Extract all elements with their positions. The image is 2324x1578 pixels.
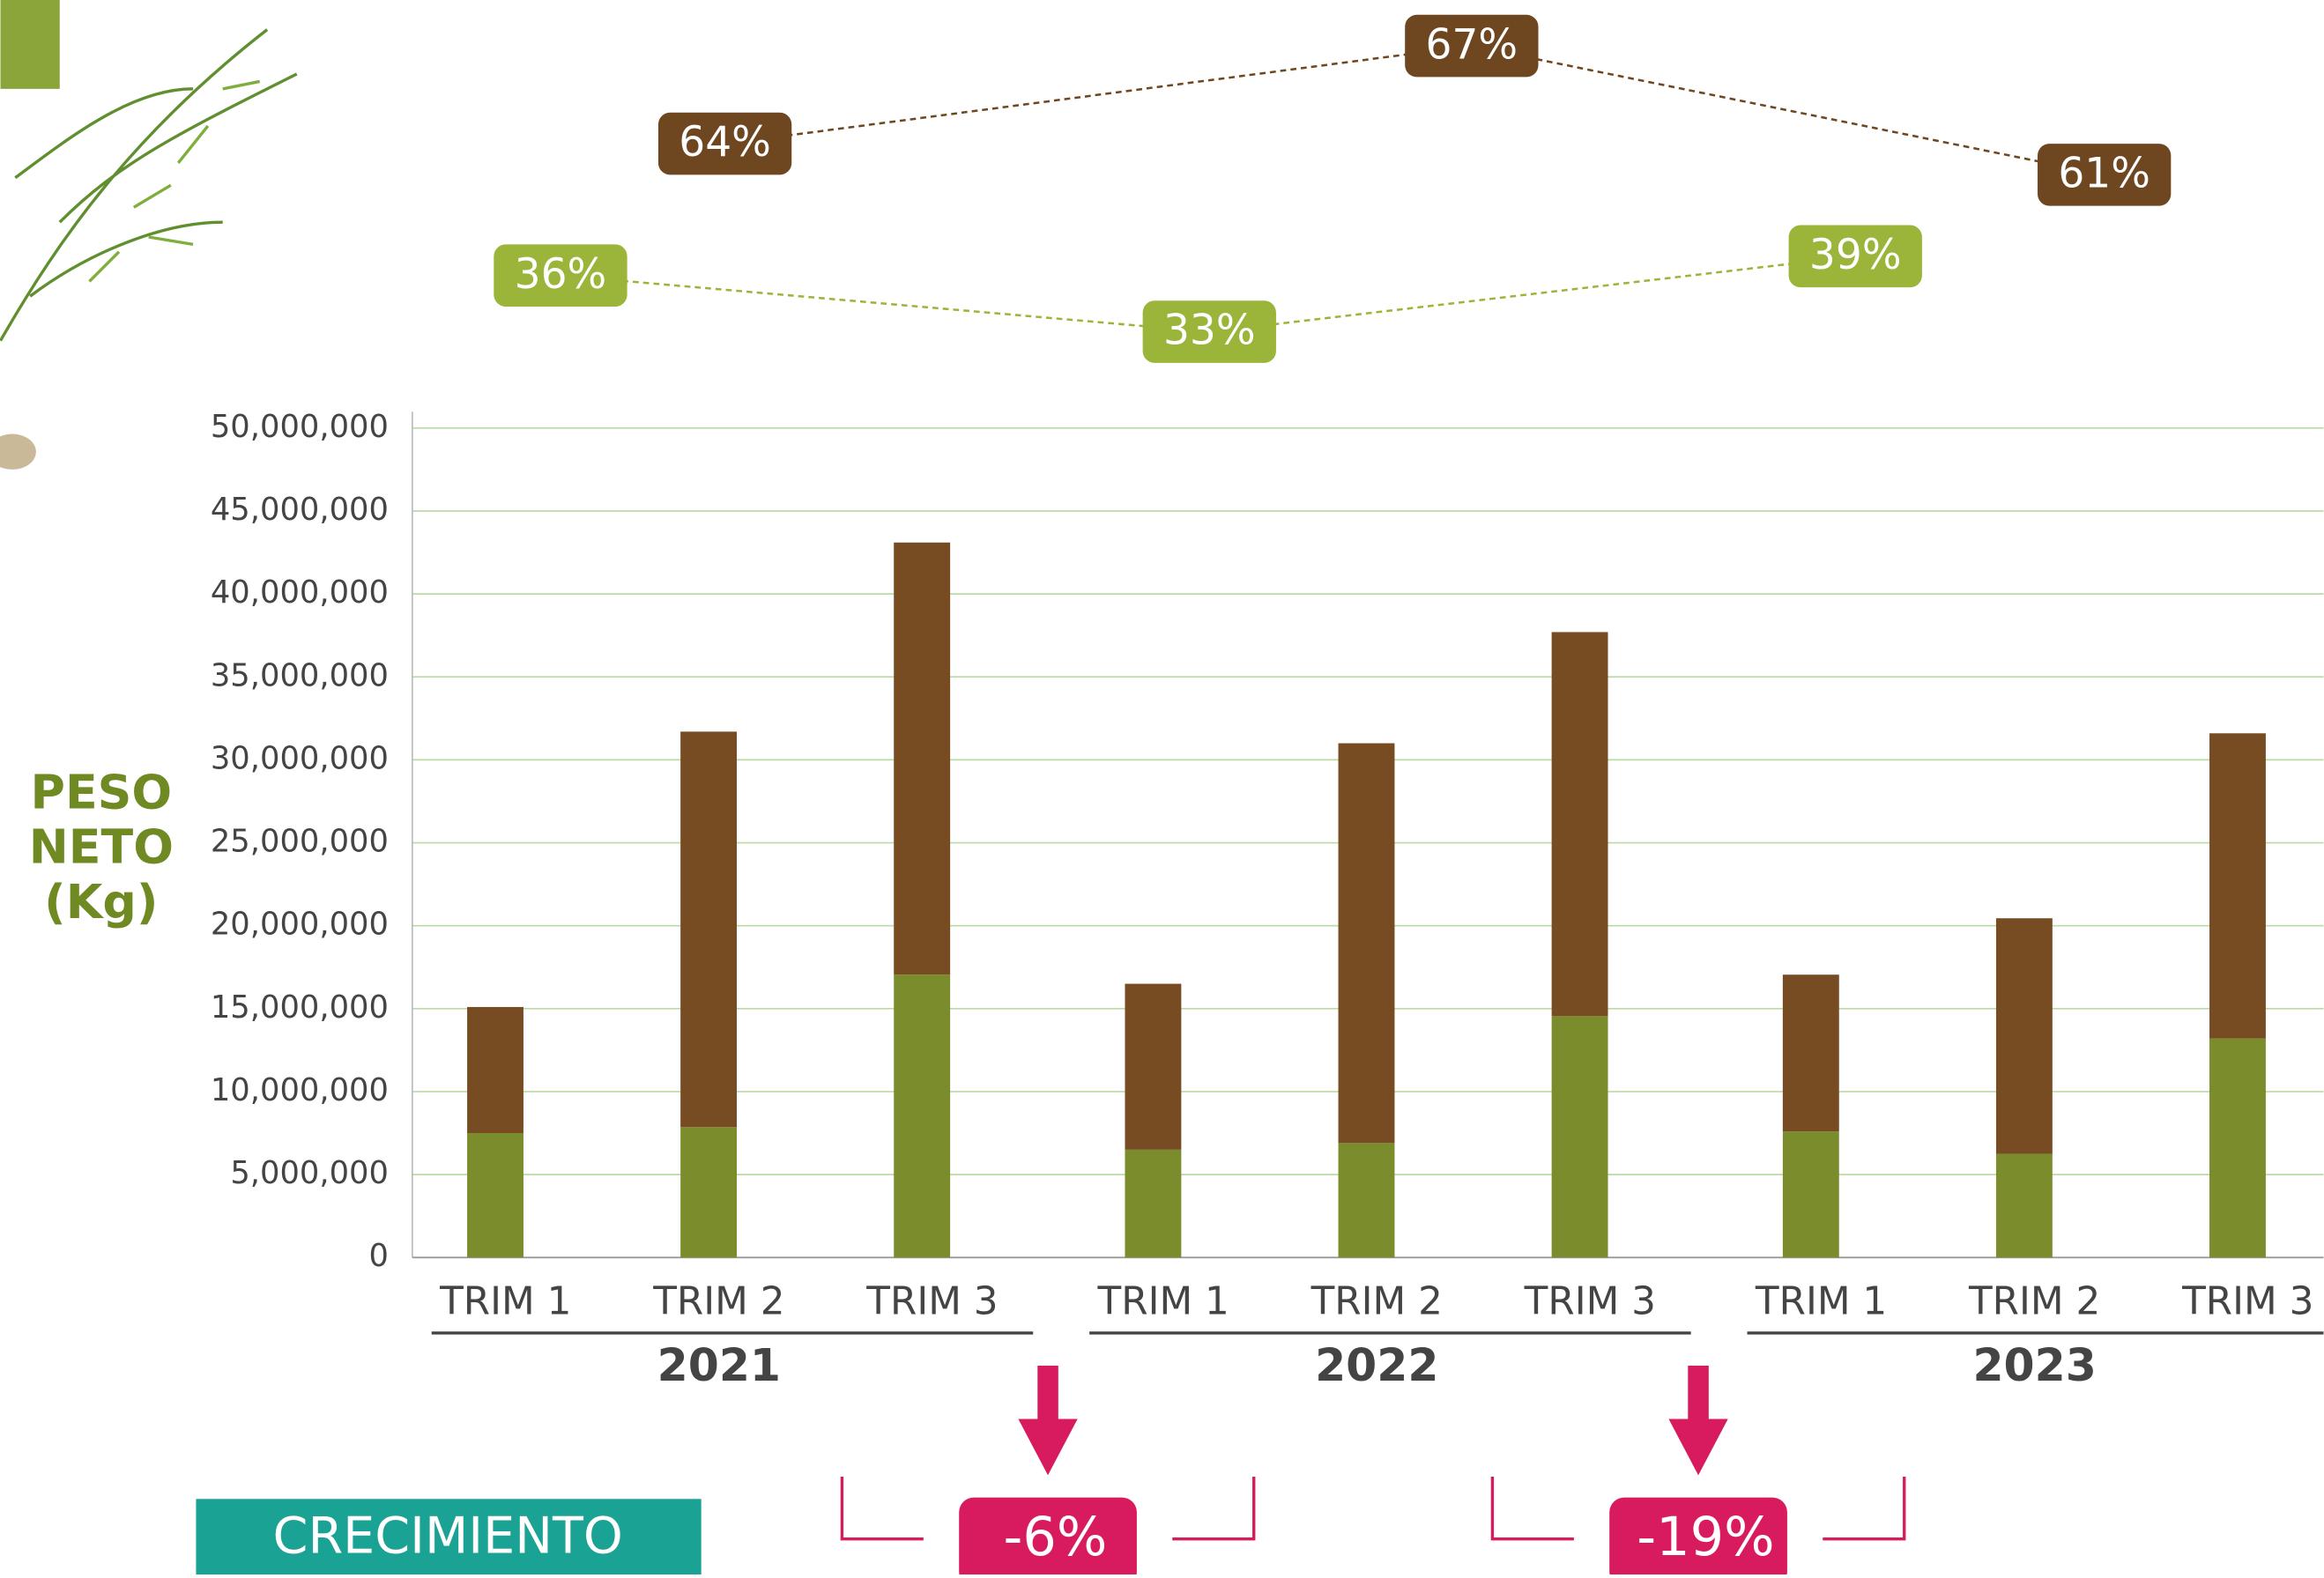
year-label: 2022 xyxy=(1315,1339,1438,1391)
year-label: 2021 xyxy=(657,1339,781,1391)
share-label: 64% xyxy=(679,118,771,167)
x-tick-label: TRIM 3 xyxy=(2181,1278,2313,1323)
bar-segment xyxy=(1338,1143,1395,1258)
bar-segment xyxy=(894,974,951,1258)
share-badge xyxy=(2038,144,2172,206)
y-axis-label: NETO xyxy=(29,819,174,875)
y-tick-label: 50,000,000 xyxy=(211,409,389,445)
x-tick-label: TRIM 1 xyxy=(1097,1278,1229,1323)
bar-segment xyxy=(2209,733,2266,1039)
y-tick-label: 20,000,000 xyxy=(211,907,389,943)
growth-arrow xyxy=(1668,1365,1728,1476)
bar-segment xyxy=(1125,983,1182,1150)
y-axis-label: (Kg) xyxy=(44,874,158,930)
x-tick-label: TRIM 3 xyxy=(1524,1278,1656,1323)
plant-decoration xyxy=(0,0,298,470)
bar-segment xyxy=(2209,1038,2266,1258)
y-tick-label: 0 xyxy=(369,1238,389,1274)
bar-segment xyxy=(1782,1131,1839,1258)
share-badge xyxy=(1788,225,1922,288)
share-label: 36% xyxy=(515,250,607,299)
share-label: 67% xyxy=(1426,20,1518,69)
x-tick-label: TRIM 2 xyxy=(1310,1278,1443,1323)
growth-label: CRECIMIENTO xyxy=(273,1507,623,1565)
share-label: 33% xyxy=(1163,307,1256,355)
bar-segment xyxy=(467,1006,523,1134)
growth-bracket xyxy=(1490,1477,1906,1541)
growth-badge xyxy=(1609,1497,1787,1578)
bar-segment xyxy=(1782,974,1839,1132)
bar-segment xyxy=(1551,632,1608,1017)
year-label: 2023 xyxy=(1972,1339,2096,1391)
growth-arrow xyxy=(1018,1365,1078,1476)
bar-segment xyxy=(1125,1149,1182,1258)
share-badge xyxy=(1405,14,1539,78)
share-badge xyxy=(494,244,627,307)
y-axis-label: PESO xyxy=(31,764,173,819)
growth-value: -6% xyxy=(1004,1507,1108,1568)
share-badge xyxy=(657,112,792,175)
bar-segment xyxy=(1338,743,1395,1144)
y-tick-label: 35,000,000 xyxy=(211,657,389,693)
x-tick-label: TRIM 1 xyxy=(1755,1278,1887,1323)
y-tick-label: 30,000,000 xyxy=(211,740,389,776)
y-tick-label: 40,000,000 xyxy=(211,574,389,611)
growth-bracket xyxy=(840,1477,1256,1541)
share-connector xyxy=(724,44,2105,176)
growth-badge xyxy=(959,1497,1137,1578)
x-tick-label: TRIM 3 xyxy=(865,1278,998,1323)
x-tick-label: TRIM 1 xyxy=(439,1278,571,1323)
bar-segment xyxy=(1995,1153,2053,1258)
bar-segment xyxy=(1551,1016,1608,1258)
bar-segment xyxy=(680,731,738,1128)
bar-segment xyxy=(894,542,951,975)
y-tick-label: 15,000,000 xyxy=(211,989,389,1026)
growth-value: -19% xyxy=(1637,1507,1774,1568)
y-tick-label: 25,000,000 xyxy=(211,824,389,860)
share-badge xyxy=(1142,300,1276,363)
y-tick-label: 5,000,000 xyxy=(230,1155,389,1191)
x-tick-label: TRIM 2 xyxy=(1968,1278,2100,1323)
bar-segment xyxy=(1995,918,2053,1154)
bar-segment xyxy=(467,1133,523,1258)
x-tick-label: TRIM 2 xyxy=(652,1278,784,1323)
growth-label-box xyxy=(196,1499,702,1574)
y-tick-label: 45,000,000 xyxy=(211,492,389,528)
bar-segment xyxy=(680,1127,738,1258)
y-tick-label: 10,000,000 xyxy=(211,1072,389,1108)
share-label: 39% xyxy=(1809,231,1902,279)
share-label: 61% xyxy=(2058,150,2150,198)
